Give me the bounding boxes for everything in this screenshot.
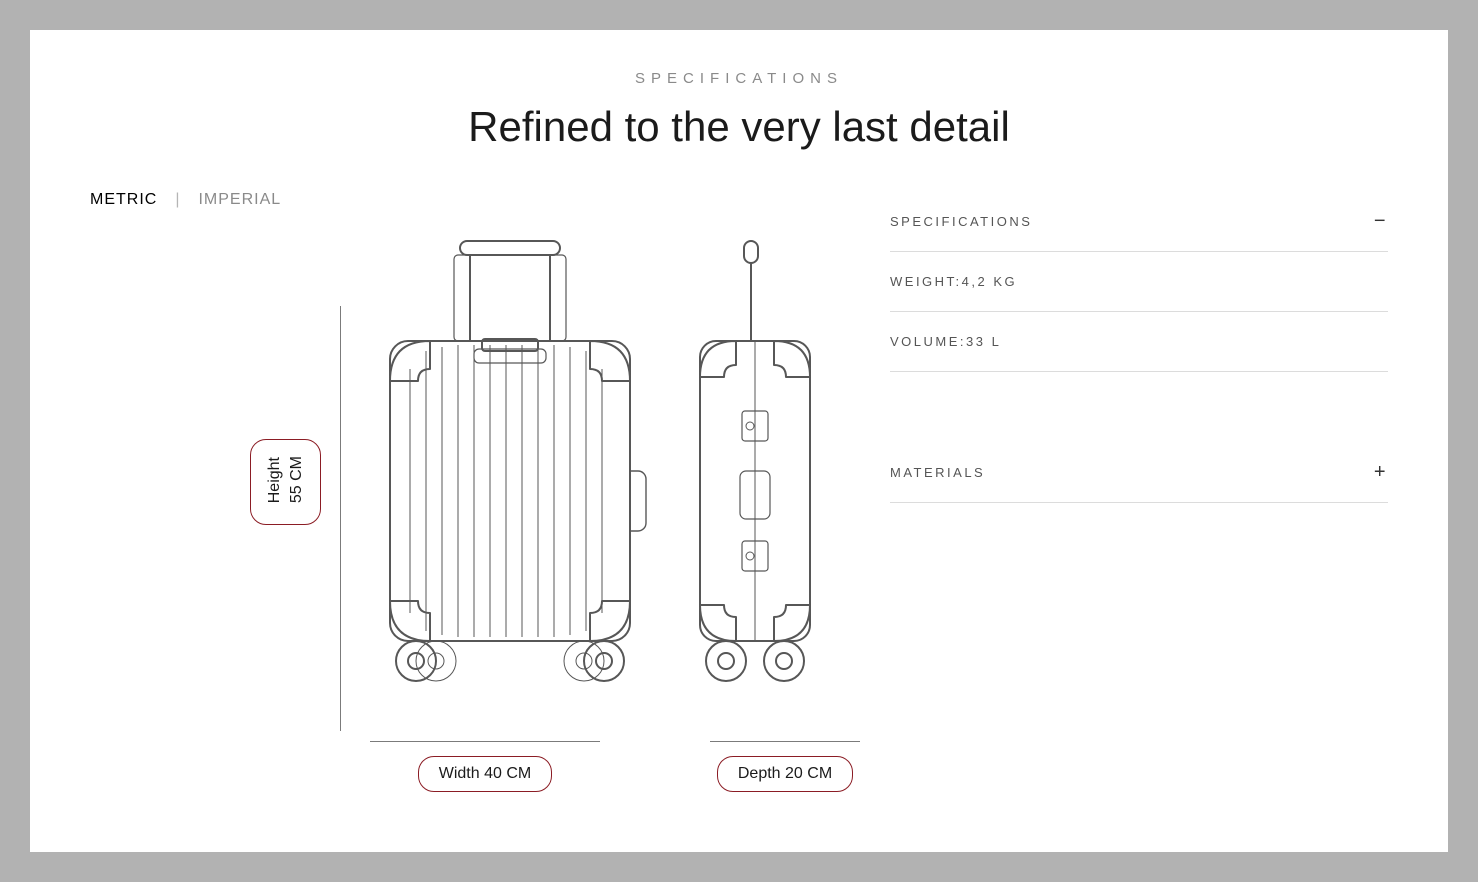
suitcase-line-art-icon bbox=[250, 221, 850, 721]
depth-value: 20 CM bbox=[785, 765, 832, 782]
unit-metric-tab[interactable]: METRIC bbox=[90, 191, 157, 209]
section-headline: Refined to the very last detail bbox=[90, 103, 1388, 151]
minus-icon: − bbox=[1374, 211, 1388, 231]
spec-weight-value: 4,2 KG bbox=[962, 274, 1017, 289]
spec-volume-value: 33 L bbox=[966, 334, 1001, 349]
width-rule-group: Width 40 CM bbox=[370, 741, 600, 792]
accordion-specifications-title: SPECIFICATIONS bbox=[890, 214, 1032, 229]
bottom-rules: Width 40 CM Depth 20 CM bbox=[90, 741, 870, 792]
spec-weight-row: WEIGHT:4,2 KG bbox=[890, 252, 1388, 312]
depth-rule-line bbox=[710, 741, 860, 742]
accordion-specifications-header[interactable]: SPECIFICATIONS − bbox=[890, 191, 1388, 252]
unit-separator: | bbox=[175, 191, 180, 209]
unit-imperial-tab[interactable]: IMPERIAL bbox=[198, 191, 281, 209]
depth-label: Depth bbox=[738, 765, 781, 782]
diagram-column: METRIC | IMPERIAL Height 55 CM bbox=[90, 191, 870, 792]
spec-weight-label: WEIGHT: bbox=[890, 274, 962, 289]
width-rule-line bbox=[370, 741, 600, 742]
spec-card: SPECIFICATIONS Refined to the very last … bbox=[30, 30, 1448, 852]
depth-pill: Depth 20 CM bbox=[717, 756, 853, 792]
specifications-body: WEIGHT:4,2 KG VOLUME:33 L bbox=[890, 252, 1388, 372]
width-label: Width bbox=[439, 765, 480, 782]
accordion-materials-title: MATERIALS bbox=[890, 465, 985, 480]
width-pill: Width 40 CM bbox=[418, 756, 552, 792]
section-eyebrow: SPECIFICATIONS bbox=[90, 70, 1388, 87]
suitcase-diagram: Height 55 CM bbox=[90, 221, 870, 741]
unit-switch: METRIC | IMPERIAL bbox=[90, 191, 870, 209]
spec-volume-row: VOLUME:33 L bbox=[890, 312, 1388, 372]
accordion-materials-header[interactable]: MATERIALS + bbox=[890, 442, 1388, 503]
spec-volume-label: VOLUME: bbox=[890, 334, 966, 349]
plus-icon: + bbox=[1374, 462, 1388, 482]
depth-rule-group: Depth 20 CM bbox=[710, 741, 860, 792]
accordion-column: SPECIFICATIONS − WEIGHT:4,2 KG VOLUME:33… bbox=[870, 191, 1388, 792]
width-value: 40 CM bbox=[484, 765, 531, 782]
